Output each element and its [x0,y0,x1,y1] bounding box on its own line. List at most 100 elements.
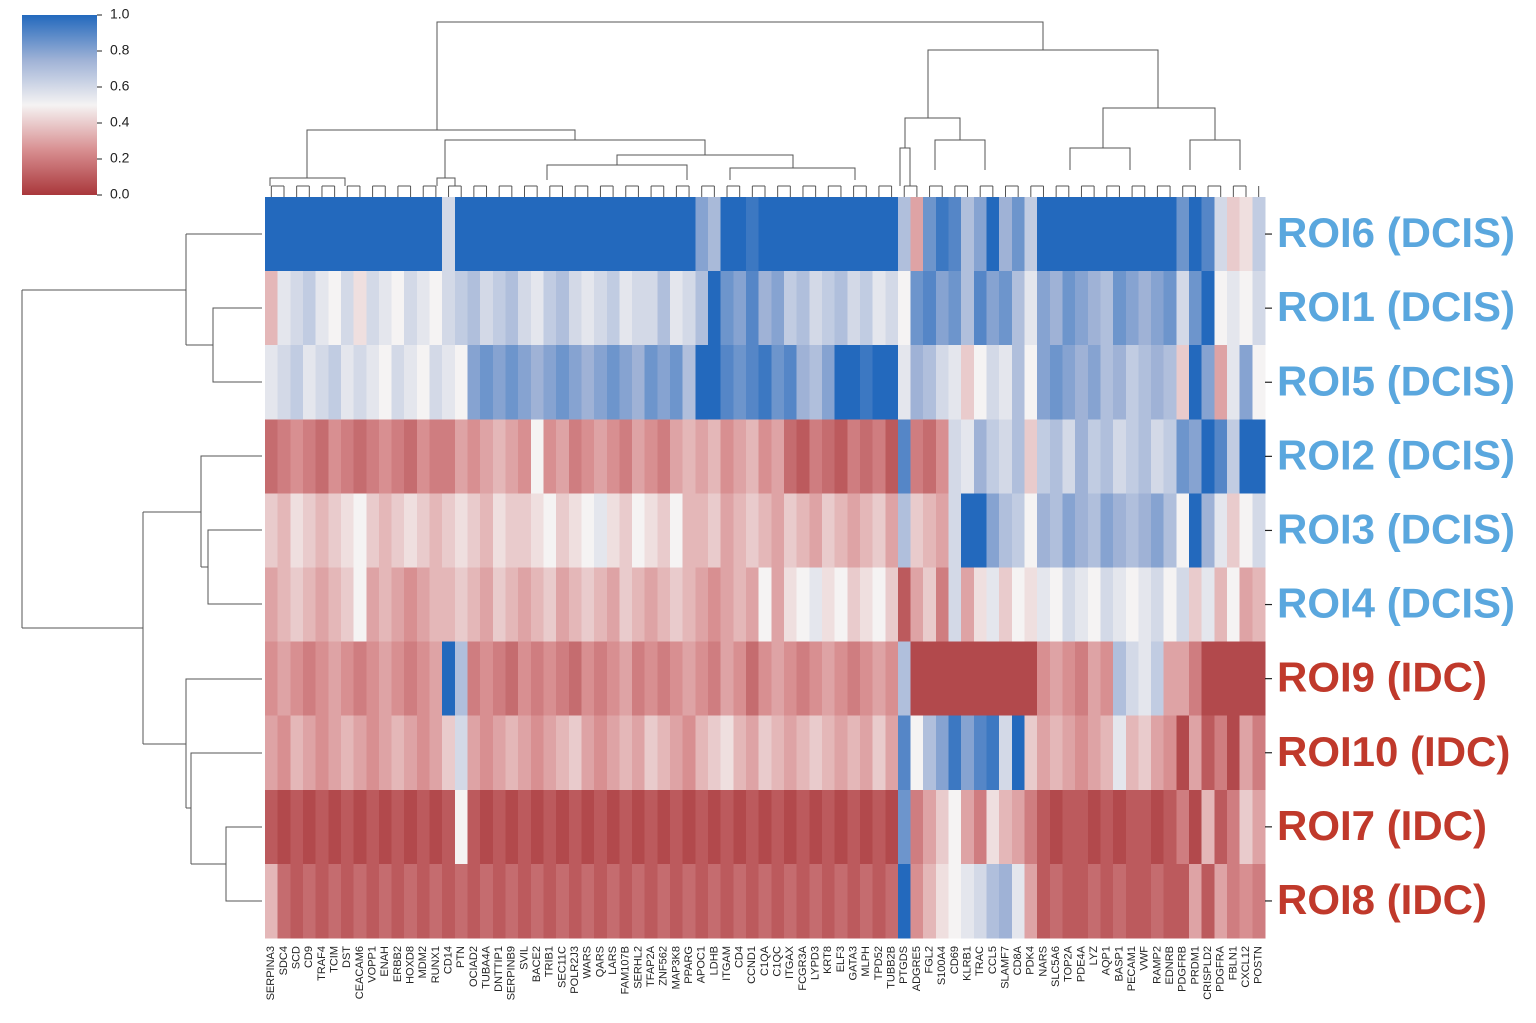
column-label: PPARG [683,946,695,984]
heatmap-cell [518,271,532,346]
heatmap-cell [910,493,924,569]
heatmap-cell [265,493,279,569]
heatmap-cell [935,863,950,939]
heatmap-cell [708,715,722,791]
heatmap-cell [378,715,393,791]
heatmap-cell [670,271,684,346]
heatmap-cell [315,641,329,717]
heatmap-cell [999,863,1013,939]
heatmap-cell [733,419,747,494]
heatmap-cell [366,197,380,272]
heatmap-cell [277,493,291,569]
heatmap-cell [1151,493,1165,569]
column-label: SEC11C [556,946,568,988]
heatmap-cell [847,641,861,717]
heatmap-cell [556,715,570,791]
heatmap-cell [733,197,747,272]
heatmap-cell [594,789,608,865]
heatmap-cell [454,641,469,717]
heatmap-cell [467,271,481,346]
heatmap-cell [568,567,583,643]
heatmap-cell [543,641,557,717]
heatmap-cell [1163,419,1177,494]
heatmap-cell [353,789,367,865]
heatmap-cell [454,197,469,272]
column-label: CCL5 [987,946,999,974]
heatmap-cell [695,715,709,791]
heatmap-cell [543,789,557,865]
heatmap-cell [695,271,709,346]
heatmap-cell [1163,271,1177,346]
heatmap-cell [809,641,823,717]
heatmap-cell [632,863,646,939]
heatmap-cell [315,345,329,420]
column-label: SLAMF7 [999,946,1011,989]
heatmap-cell [1075,789,1089,865]
heatmap-cell [758,863,772,939]
heatmap-cell [1113,271,1127,346]
heatmap-cell [1176,863,1190,939]
heatmap-cell [480,493,494,569]
heatmap-cell [454,863,469,939]
heatmap-cell [771,789,785,865]
heatmap-cell [606,715,621,791]
heatmap-cell [1176,197,1190,272]
heatmap-cell [670,345,684,420]
heatmap-cell [353,271,367,346]
heatmap-cell [948,493,962,569]
heatmap-cell [429,641,443,717]
heatmap-cell [340,419,355,494]
heatmap-cell [619,493,633,569]
heatmap-cell [821,789,836,865]
heatmap-cell [429,715,443,791]
colorbar-tick-label: 0.0 [110,186,130,202]
heatmap-cell [429,493,443,569]
heatmap-cell [834,493,848,569]
heatmap-cell [1227,567,1241,643]
heatmap-cell [606,789,621,865]
heatmap-cell [821,419,836,494]
heatmap-cell [1138,419,1152,494]
heatmap-cell [1011,345,1026,420]
heatmap-cell [771,345,785,420]
row-label: ROI10 (IDC) [1277,728,1510,775]
heatmap-cell [1201,419,1215,494]
heatmap-cell [1252,641,1266,717]
heatmap-cell [796,715,810,791]
heatmap-cell [885,271,899,346]
heatmap-cell [644,567,659,643]
heatmap-cell [1252,197,1266,272]
column-label: GATA3 [848,946,860,980]
heatmap-cell [606,345,621,420]
heatmap-cell [644,493,659,569]
heatmap-cell [1227,493,1241,569]
heatmap-cell [340,493,355,569]
heatmap-cell [961,345,975,420]
heatmap-cell [1049,715,1064,791]
heatmap-cell [948,863,962,939]
heatmap-cell [733,641,747,717]
heatmap-cell [302,197,317,272]
heatmap-cell [973,271,988,346]
heatmap-cell [416,493,431,569]
heatmap-cell [391,493,405,569]
heatmap-cell [885,345,899,420]
heatmap-cell [1125,345,1140,420]
column-label: FAM107B [620,946,632,994]
heatmap-cell [543,567,557,643]
heatmap-cell [1176,789,1190,865]
heatmap-cell [404,493,418,569]
heatmap-cell [568,789,583,865]
heatmap-cell [581,419,595,494]
column-label: PDK4 [1025,946,1037,975]
column-label: PTN [455,946,467,968]
heatmap-cell [758,789,772,865]
column-label: AQP1 [1101,946,1113,975]
heatmap-cell [910,641,924,717]
heatmap-cell [986,345,1000,420]
heatmap-cell [1239,419,1253,494]
heatmap-cell [720,493,734,569]
heatmap-cell [1011,789,1026,865]
heatmap-cell [581,345,595,420]
heatmap-cell [454,715,469,791]
